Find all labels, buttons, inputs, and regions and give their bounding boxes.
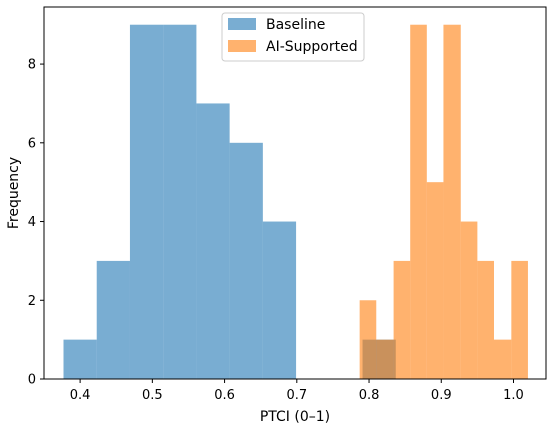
legend-label-baseline: Baseline — [266, 17, 325, 33]
x-axis: 0.4 0.5 0.6 0.7 0.8 0.9 1.0 — [70, 379, 524, 403]
legend: Baseline AI-Supported — [221, 12, 365, 62]
y-axis: 0 2 4 6 8 — [28, 58, 44, 388]
x-tick-label: 0.9 — [431, 388, 452, 403]
bar-ai-supported-1 — [376, 339, 394, 379]
legend-swatch-ai-supported — [228, 40, 256, 52]
legend-swatch-baseline — [228, 18, 256, 30]
x-tick-label: 0.5 — [142, 388, 163, 403]
plot-frame — [43, 6, 547, 380]
bar-ai-supported-5 — [443, 24, 461, 379]
y-tick-label: 8 — [28, 58, 36, 73]
bar-ai-supported-6 — [460, 221, 478, 379]
x-tick-label: 0.8 — [359, 388, 380, 403]
y-tick-label: 4 — [28, 215, 36, 230]
y-tick-label: 2 — [28, 294, 36, 309]
bar-ai-supported-7 — [477, 260, 494, 379]
bar-ai-supported-4 — [426, 182, 444, 379]
bar-baseline-5 — [229, 142, 263, 379]
bars-layer — [63, 24, 528, 379]
bar-baseline-6 — [262, 221, 297, 379]
bar-baseline-2 — [129, 24, 164, 379]
bar-baseline-3 — [163, 24, 197, 379]
legend-label-ai-supported: AI-Supported — [266, 39, 358, 55]
bar-ai-supported-9 — [511, 260, 528, 379]
x-axis-label: PTCI (0–1) — [260, 409, 330, 425]
x-tick-label: 0.4 — [70, 388, 91, 403]
bar-baseline-4 — [196, 103, 230, 379]
bar-ai-supported-3 — [410, 24, 427, 379]
x-tick-label: 1.0 — [503, 388, 524, 403]
bar-ai-supported-8 — [493, 339, 512, 379]
y-tick-label: 0 — [28, 373, 36, 388]
x-tick-label: 0.7 — [286, 388, 307, 403]
y-axis-label: Frequency — [6, 157, 22, 229]
bar-baseline-1 — [96, 260, 130, 379]
bar-ai-supported-0 — [359, 300, 377, 379]
legend-box — [221, 12, 365, 62]
y-tick-label: 6 — [28, 136, 36, 151]
x-tick-label: 0.6 — [214, 388, 235, 403]
bar-ai-supported-2 — [393, 260, 411, 379]
bar-baseline-0 — [63, 339, 97, 379]
